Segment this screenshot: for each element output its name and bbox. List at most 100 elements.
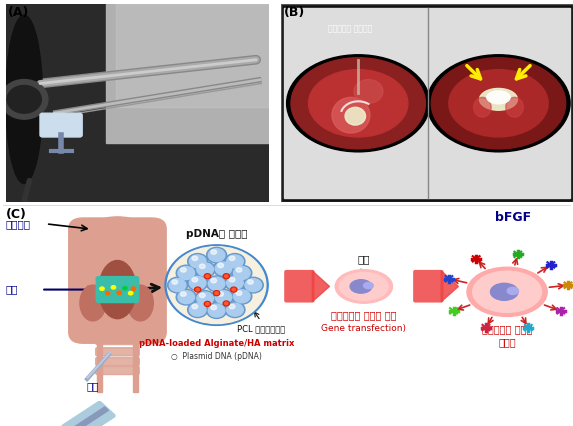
Circle shape <box>232 288 236 291</box>
Circle shape <box>226 255 244 268</box>
Circle shape <box>215 262 231 275</box>
Polygon shape <box>106 4 269 143</box>
Circle shape <box>213 261 234 276</box>
FancyBboxPatch shape <box>96 357 139 366</box>
Ellipse shape <box>487 91 510 104</box>
Ellipse shape <box>335 270 393 303</box>
Ellipse shape <box>345 107 366 125</box>
Circle shape <box>218 263 223 268</box>
Circle shape <box>206 302 209 305</box>
Ellipse shape <box>127 285 154 321</box>
Circle shape <box>236 268 242 272</box>
Text: 서방출: 서방출 <box>499 337 516 348</box>
Circle shape <box>211 279 217 283</box>
Circle shape <box>176 265 197 281</box>
Circle shape <box>223 273 230 279</box>
Ellipse shape <box>474 98 491 117</box>
Circle shape <box>431 58 566 149</box>
Circle shape <box>199 293 205 298</box>
Circle shape <box>229 256 235 260</box>
Circle shape <box>215 292 218 294</box>
Ellipse shape <box>339 273 388 300</box>
Circle shape <box>188 302 208 317</box>
Circle shape <box>225 275 245 291</box>
Polygon shape <box>441 271 458 302</box>
Circle shape <box>197 263 214 276</box>
Circle shape <box>178 267 195 279</box>
Circle shape <box>223 301 230 306</box>
Circle shape <box>199 264 205 268</box>
Text: 성대: 성대 <box>6 285 18 294</box>
Circle shape <box>226 276 244 289</box>
Ellipse shape <box>490 283 518 300</box>
Circle shape <box>206 276 227 291</box>
Ellipse shape <box>99 260 136 319</box>
Circle shape <box>208 277 225 290</box>
Circle shape <box>215 291 231 304</box>
Text: Gene transfection): Gene transfection) <box>321 324 406 333</box>
Circle shape <box>225 302 245 317</box>
Circle shape <box>225 275 228 277</box>
FancyBboxPatch shape <box>62 402 115 426</box>
Circle shape <box>225 253 245 269</box>
Circle shape <box>131 287 136 291</box>
Circle shape <box>170 279 186 291</box>
Circle shape <box>218 292 223 296</box>
Circle shape <box>231 288 252 304</box>
Ellipse shape <box>364 282 374 289</box>
Circle shape <box>308 69 408 137</box>
Circle shape <box>244 277 264 293</box>
Circle shape <box>167 247 266 324</box>
Text: 세포: 세포 <box>358 254 370 264</box>
Circle shape <box>189 303 206 316</box>
Ellipse shape <box>467 267 547 317</box>
Ellipse shape <box>354 80 383 104</box>
Circle shape <box>291 58 425 149</box>
Circle shape <box>123 287 127 290</box>
Text: (C): (C) <box>6 208 26 221</box>
Circle shape <box>117 291 121 294</box>
Ellipse shape <box>506 98 523 117</box>
Circle shape <box>229 304 235 309</box>
Circle shape <box>226 303 244 316</box>
Circle shape <box>205 302 211 306</box>
Ellipse shape <box>7 86 41 113</box>
Circle shape <box>192 304 198 309</box>
Circle shape <box>128 291 133 295</box>
Circle shape <box>236 291 242 295</box>
Circle shape <box>286 55 430 152</box>
FancyBboxPatch shape <box>284 270 315 302</box>
Circle shape <box>208 304 225 317</box>
Bar <box>69 407 108 426</box>
Circle shape <box>176 289 197 305</box>
FancyBboxPatch shape <box>96 348 139 356</box>
Circle shape <box>195 291 215 306</box>
Circle shape <box>213 289 234 305</box>
Circle shape <box>205 273 211 279</box>
Circle shape <box>180 268 186 272</box>
Text: pDNA-loaded Alginate/HA matrix: pDNA-loaded Alginate/HA matrix <box>139 339 295 348</box>
Circle shape <box>234 267 250 279</box>
Circle shape <box>245 279 261 291</box>
Bar <box>97 334 102 392</box>
Circle shape <box>195 287 201 292</box>
Circle shape <box>248 280 253 284</box>
Circle shape <box>231 265 252 281</box>
Circle shape <box>229 277 235 282</box>
Polygon shape <box>312 271 329 302</box>
Circle shape <box>100 287 104 291</box>
Text: bFGF: bFGF <box>494 211 531 225</box>
Circle shape <box>192 256 198 260</box>
Circle shape <box>211 305 217 310</box>
Circle shape <box>206 275 209 277</box>
Circle shape <box>427 55 570 152</box>
Text: 타짳부위내 주사주입: 타짳부위내 주사주입 <box>328 24 372 33</box>
Circle shape <box>206 248 227 263</box>
Circle shape <box>449 69 548 137</box>
Circle shape <box>188 253 208 269</box>
Circle shape <box>211 250 217 254</box>
Ellipse shape <box>87 217 148 246</box>
Text: PCL 마이크로입자: PCL 마이크로입자 <box>237 324 285 333</box>
Bar <box>133 334 138 392</box>
Circle shape <box>111 286 116 289</box>
